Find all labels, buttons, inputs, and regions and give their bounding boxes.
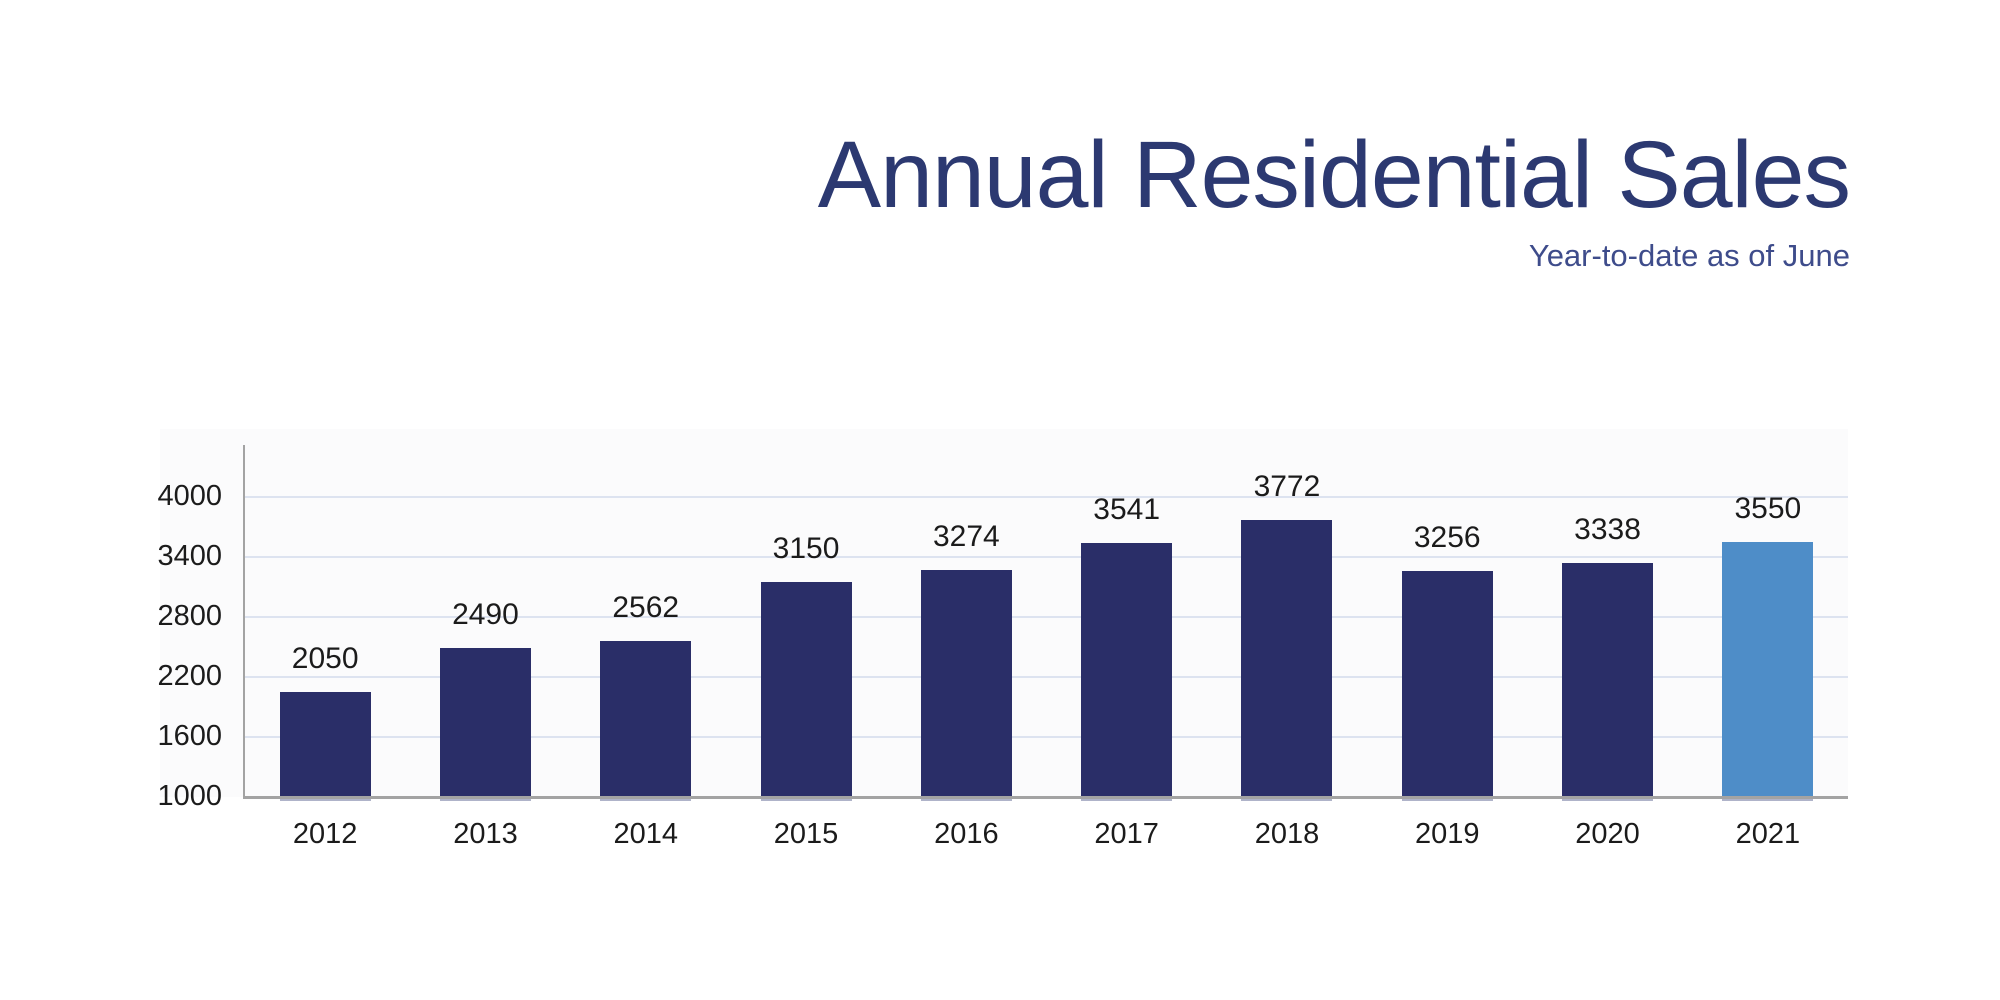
chart-title: Annual Residential Sales xyxy=(817,122,1851,228)
y-tick-label: 3400 xyxy=(157,540,222,572)
x-tick-label: 2014 xyxy=(613,818,678,850)
x-tick-label: 2018 xyxy=(1254,818,1320,850)
bar-2020 xyxy=(1562,563,1654,797)
bar-value-label: 2562 xyxy=(612,590,680,624)
bar-value-label: 2050 xyxy=(291,642,359,675)
gridline xyxy=(245,556,1848,558)
bar-value-label: 3256 xyxy=(1413,521,1481,555)
y-axis-labels: 1000 1600 2200 2800 3400 4000 xyxy=(0,447,222,811)
bar-2016 xyxy=(920,569,1012,797)
x-tick-label: 2016 xyxy=(934,818,999,850)
y-tick-label: 2200 xyxy=(157,660,222,692)
x-tick-label: 2017 xyxy=(1094,818,1159,850)
bar-value-label: 3338 xyxy=(1574,513,1641,547)
bar-2018 xyxy=(1241,519,1333,797)
gridline xyxy=(245,676,1848,678)
y-tick-label: 1600 xyxy=(157,720,222,752)
y-axis-line xyxy=(243,445,245,799)
bar-2015 xyxy=(760,582,852,797)
bar-2014 xyxy=(600,640,692,797)
chart-subtitle: Year-to-date as of June xyxy=(1528,238,1850,273)
bar-2013 xyxy=(439,648,531,797)
y-tick-label: 2800 xyxy=(157,600,222,632)
y-tick-label: 4000 xyxy=(157,480,222,512)
plot-area: 2050 2490 2562 3150 3274 3541 3772 3256 3338 3550 xyxy=(245,447,1848,797)
bar-2012 xyxy=(279,692,371,797)
x-axis-line xyxy=(243,796,1848,799)
x-tick-label: 2021 xyxy=(1735,818,1801,850)
bar-2021 xyxy=(1722,542,1814,797)
bar-value-label: 3772 xyxy=(1253,469,1321,503)
bar-value-label: 3274 xyxy=(932,519,1000,553)
bar-value-label: 2490 xyxy=(452,598,519,631)
bar-value-label: 3150 xyxy=(772,532,840,565)
x-tick-label: 2020 xyxy=(1575,818,1640,850)
bar-value-label: 3541 xyxy=(1093,492,1161,526)
x-tick-label: 2012 xyxy=(292,818,358,850)
x-tick-label: 2013 xyxy=(453,818,518,850)
y-tick-label: 1000 xyxy=(157,780,222,812)
gridline xyxy=(245,616,1848,618)
gridline xyxy=(245,736,1848,738)
bar-2017 xyxy=(1081,542,1173,797)
gridline xyxy=(245,496,1848,498)
x-axis-labels: 2012 2013 2014 2015 2016 2017 2018 2019 2020 2021 xyxy=(245,820,1848,860)
x-tick-label: 2015 xyxy=(773,818,839,850)
bar-value-label: 3550 xyxy=(1734,492,1802,525)
bar-2019 xyxy=(1401,571,1493,797)
x-tick-label: 2019 xyxy=(1414,818,1480,850)
